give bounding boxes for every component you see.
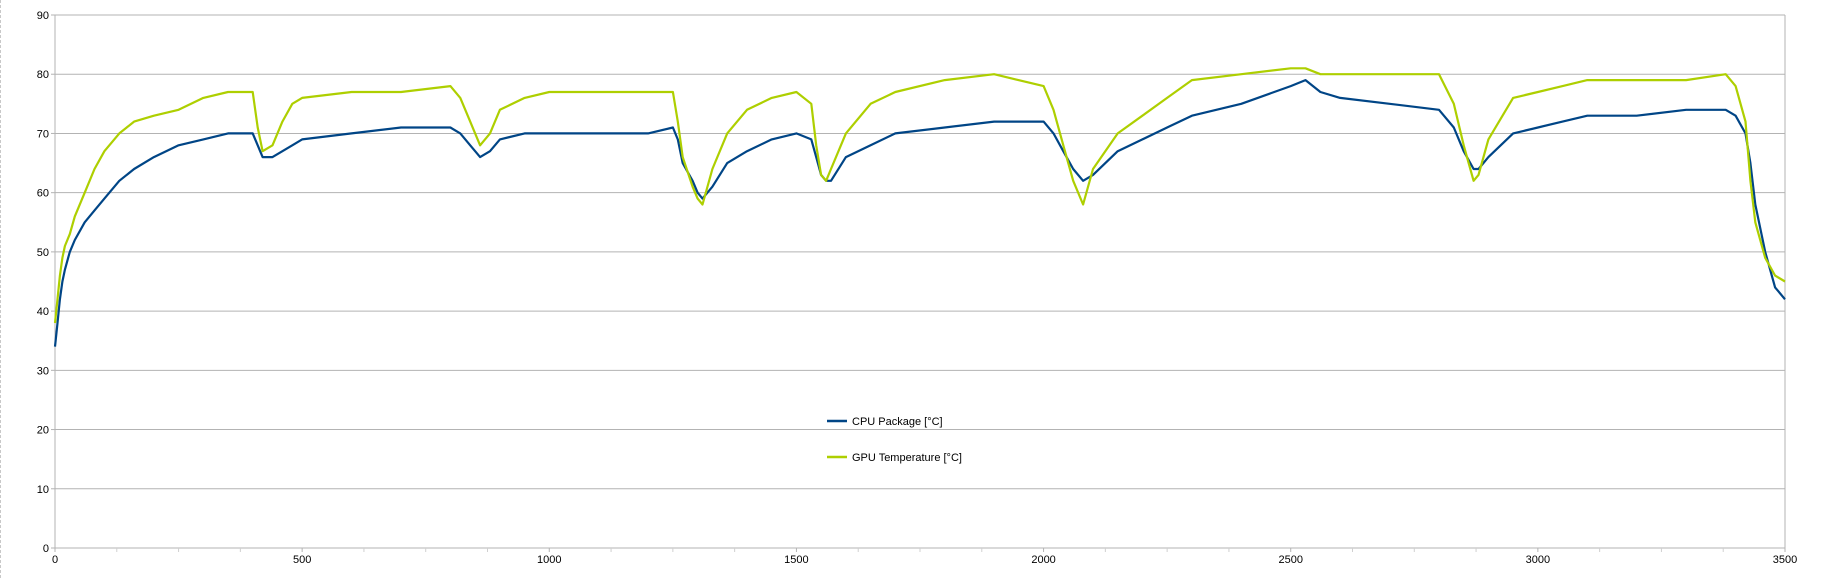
x-tick-label: 3000 <box>1526 554 1550 566</box>
y-tick-label: 40 <box>37 306 49 318</box>
grid-lines <box>55 14 1785 549</box>
series-line-gpu-temperature <box>53 67 1786 324</box>
data-series <box>53 67 1786 347</box>
x-tick-label: 2000 <box>1031 554 1055 566</box>
y-tick-label: 20 <box>37 425 49 437</box>
legend-label: CPU Package [°C] <box>852 416 943 428</box>
legend: CPU Package [°C] GPU Temperature [°C] <box>827 416 962 464</box>
axes <box>51 14 1786 552</box>
y-tick-label: 70 <box>37 128 49 140</box>
x-tick-label: 1500 <box>784 554 808 566</box>
y-tick-label: 80 <box>37 69 49 81</box>
y-tick-label: 50 <box>37 247 49 259</box>
y-tick-label: 90 <box>37 10 49 22</box>
y-tick-label: 0 <box>43 543 49 555</box>
y-tick-label: 10 <box>37 484 49 496</box>
tick-labels: 0 10 20 30 40 50 60 70 80 90 0 500 1000 1500 2000 2500 3… <box>37 10 1797 566</box>
legend-label: GPU Temperature [°C] <box>852 452 962 464</box>
series-line-cpu-package <box>53 78 1786 347</box>
x-tick-label: 500 <box>293 554 311 566</box>
x-tick-label: 3500 <box>1773 554 1797 566</box>
x-tick-label: 2500 <box>1278 554 1302 566</box>
page-edge-divider <box>0 0 2 578</box>
x-tick-label: 0 <box>52 554 58 566</box>
x-tick-label: 1000 <box>537 554 561 566</box>
y-tick-label: 60 <box>37 188 49 200</box>
y-tick-label: 30 <box>37 365 49 377</box>
